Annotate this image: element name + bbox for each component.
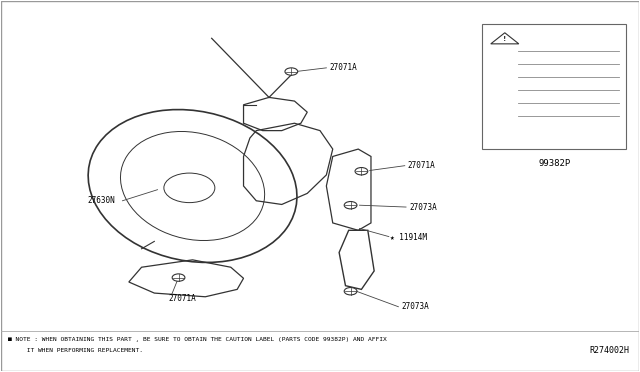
Circle shape xyxy=(172,274,185,281)
Text: 27071A: 27071A xyxy=(168,294,196,303)
Text: 99382P: 99382P xyxy=(538,158,570,168)
Text: 27071A: 27071A xyxy=(408,161,436,170)
Text: ■ NOTE : WHEN OBTAINING THIS PART , BE SURE TO OBTAIN THE CAUTION LABEL (PARTS C: ■ NOTE : WHEN OBTAINING THIS PART , BE S… xyxy=(8,337,387,342)
Text: 27073A: 27073A xyxy=(409,202,437,212)
Circle shape xyxy=(285,68,298,75)
Circle shape xyxy=(355,167,368,175)
Text: 27073A: 27073A xyxy=(401,302,429,311)
Circle shape xyxy=(344,202,357,209)
Text: ★ 11914M: ★ 11914M xyxy=(390,233,427,242)
Text: R274002H: R274002H xyxy=(589,346,629,355)
Text: 27630N: 27630N xyxy=(88,196,115,205)
Circle shape xyxy=(344,288,357,295)
Bar xyxy=(483,23,626,149)
Text: !: ! xyxy=(503,36,506,42)
Text: IT WHEN PERFORMING REPLACEMENT.: IT WHEN PERFORMING REPLACEMENT. xyxy=(8,348,143,353)
Text: 27071A: 27071A xyxy=(330,63,357,72)
